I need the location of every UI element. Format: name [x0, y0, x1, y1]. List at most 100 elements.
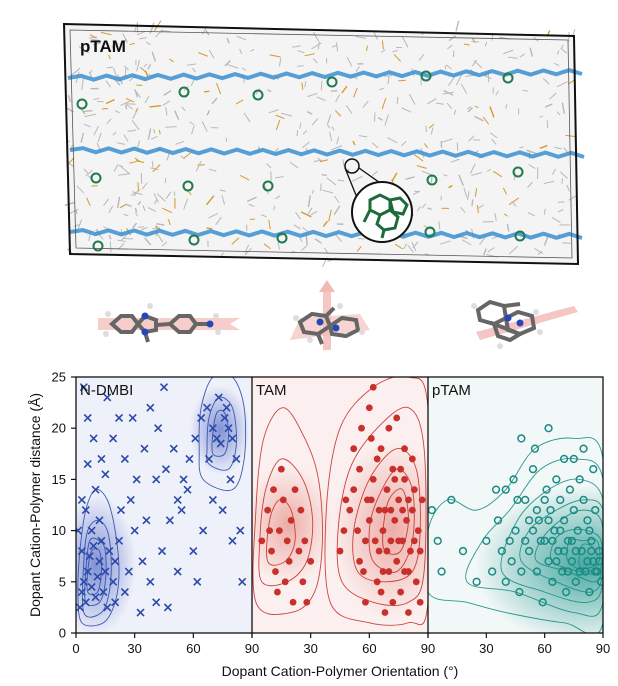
x-tick-label: 30 [303, 641, 317, 656]
side-chain-segment [277, 241, 281, 250]
side-chain-segment [466, 106, 472, 110]
data-point [391, 476, 399, 483]
side-chain-segment [539, 144, 548, 150]
density-contour [352, 448, 421, 583]
side-chain-segment [147, 207, 157, 212]
side-chain-segment [132, 191, 143, 195]
data-point [114, 413, 124, 423]
side-chain-segment [557, 209, 564, 213]
side-chain-segment [506, 223, 510, 232]
side-chain-segment [435, 102, 444, 105]
data-point [307, 557, 315, 565]
side-chain-segment [280, 112, 293, 117]
side-chain-segment [313, 159, 323, 162]
side-chain-segment [380, 49, 386, 53]
data-point [410, 537, 418, 545]
data-point [218, 506, 227, 515]
side-chain-segment [482, 220, 494, 223]
side-chain-segment [231, 237, 240, 245]
x-tick-label: 90 [421, 641, 435, 656]
side-chain-segment [316, 96, 326, 102]
side-chain-segment [561, 178, 564, 185]
side-chain-segment [495, 90, 499, 96]
side-chain-segment [268, 109, 279, 114]
side-chain-segment [93, 42, 101, 46]
side-chain-segment [479, 237, 486, 246]
y-tick-label: 20 [52, 421, 66, 436]
data-point [87, 526, 96, 535]
data-point [563, 536, 573, 545]
data-point [412, 578, 420, 586]
side-chain-segment [401, 107, 412, 113]
data-point [146, 577, 155, 586]
zoom-source-circle [344, 158, 360, 174]
side-chain-segment [138, 37, 147, 40]
data-point [216, 439, 225, 448]
x-axis-title: Dopant Cation-Polymer Orientation (°) [222, 663, 459, 679]
data-point [101, 567, 110, 576]
side-chain-segment [384, 114, 389, 126]
side-chain-segment [328, 209, 332, 222]
data-point [577, 546, 586, 556]
side-chain-segment [455, 74, 462, 86]
data-point [397, 465, 405, 473]
data-point [375, 547, 383, 555]
side-chain-segment [263, 243, 271, 250]
side-chain-segment [129, 160, 137, 164]
side-chain-segment [156, 223, 165, 226]
data-point [367, 435, 375, 442]
side-chain-segment [242, 67, 247, 71]
data-point [91, 485, 100, 494]
dopant-molecule [90, 172, 102, 184]
side-chain-segment [116, 142, 126, 145]
side-chain-segment [120, 100, 131, 107]
data-point [563, 567, 573, 576]
data-point [534, 516, 543, 525]
x-tick-label: 30 [479, 641, 493, 656]
side-chain-segment [195, 160, 202, 172]
simulation-box-figure: pTAM [62, 20, 585, 267]
side-chain-segment [118, 173, 131, 176]
side-chain-segment [519, 146, 524, 149]
side-chain-segment [208, 49, 215, 59]
side-chain-segment [173, 191, 176, 196]
polymer-chains [67, 68, 585, 240]
data-point [552, 557, 561, 566]
data-point [161, 465, 171, 474]
data-point [93, 572, 102, 581]
side-chain-segment [407, 244, 414, 253]
side-chain-segment [444, 65, 447, 70]
side-chain-segment [224, 59, 231, 67]
data-point [264, 506, 272, 514]
side-chain-segment [408, 93, 416, 105]
side-chain-segment [508, 197, 520, 206]
data-point [356, 465, 363, 473]
data-point [289, 598, 297, 606]
panel-label-ptam: pTAM [432, 382, 471, 399]
side-chain-segment [117, 242, 125, 250]
side-chain-segment [114, 109, 120, 114]
side-chain-segment [266, 163, 272, 169]
side-chain-segment [551, 168, 557, 175]
side-chain-segment [511, 201, 517, 207]
side-chain-segment [448, 35, 457, 42]
data-point [493, 516, 503, 525]
side-chain-segment [377, 117, 383, 121]
side-chain-segment [268, 219, 271, 230]
side-chain-segment [191, 125, 195, 135]
data-point [222, 403, 231, 412]
data-point [87, 582, 96, 591]
side-chain-segment [334, 233, 342, 242]
data-point [146, 403, 155, 412]
side-chain-segment [330, 145, 343, 151]
side-chain-segment [565, 134, 577, 138]
data-point [536, 536, 545, 545]
side-chain-segment [561, 102, 566, 114]
side-chain-segment [300, 211, 312, 218]
side-chain-segment [321, 173, 327, 177]
side-chain-segment [471, 59, 478, 67]
data-point [120, 587, 129, 597]
side-chain-segment [366, 45, 368, 52]
data-point [575, 567, 584, 576]
side-chain-segment [416, 165, 427, 169]
